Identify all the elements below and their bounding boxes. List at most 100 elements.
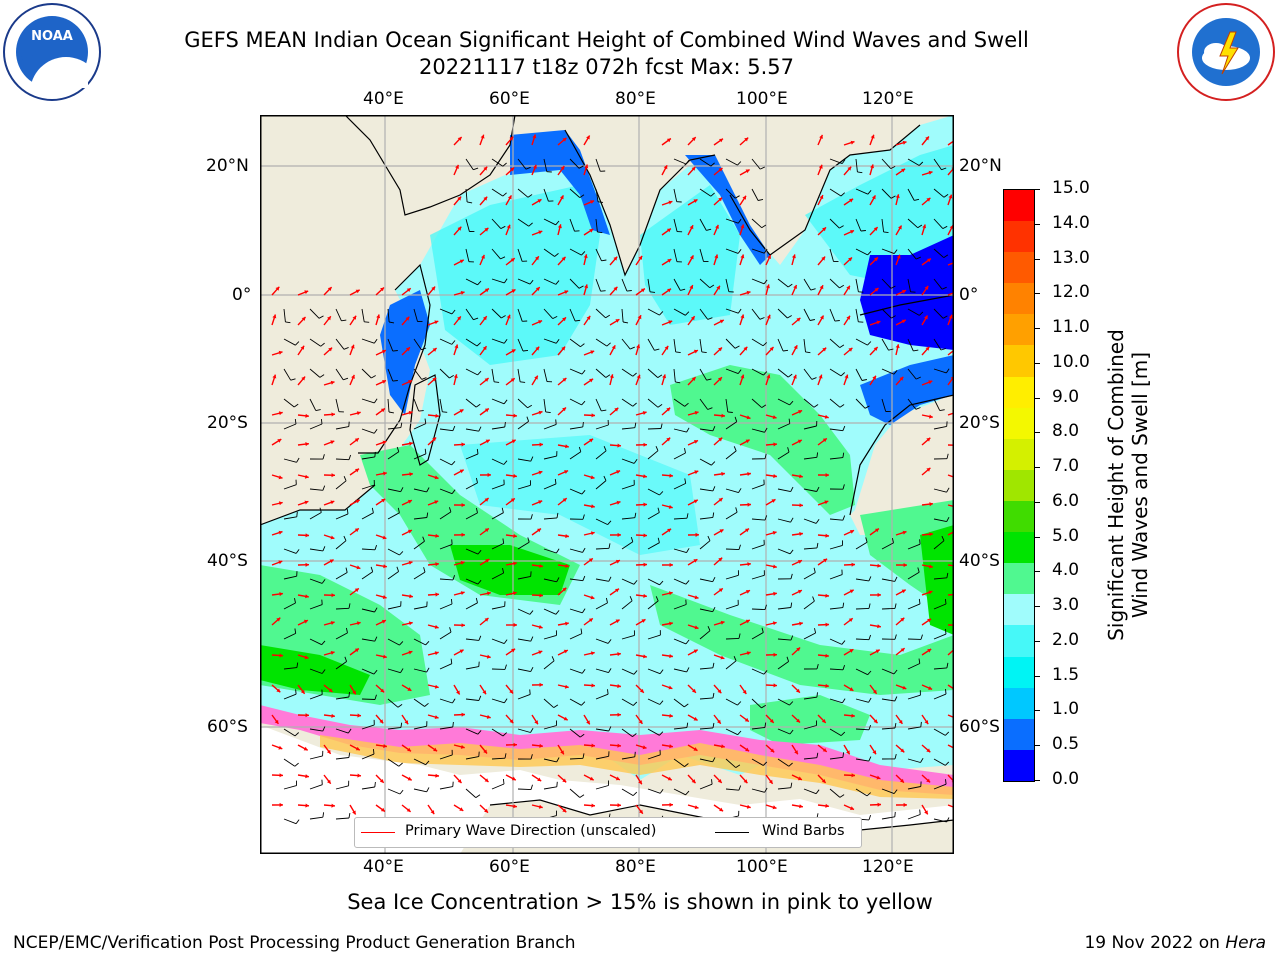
wave-direction-arrowhead (926, 197, 931, 202)
wave-direction-arrowhead (798, 589, 802, 594)
colorbar-segment (1004, 407, 1034, 439)
wave-direction-arrowhead (459, 409, 464, 413)
wave-direction-arrowhead (405, 316, 410, 321)
wind-barb (829, 518, 843, 521)
wave-direction-arrowhead (616, 500, 621, 505)
wind-barb (595, 728, 609, 732)
wind-barb (933, 693, 947, 700)
colorbar-tick-mark (1034, 432, 1040, 434)
wind-barb-flag (915, 407, 921, 410)
wind-barb-flag (478, 635, 482, 641)
wind-barb-flag (890, 165, 896, 170)
wind-barb (517, 728, 531, 733)
wind-barb-flag (607, 520, 612, 525)
wave-direction-arrowhead (432, 437, 437, 442)
wind-barb (933, 518, 947, 523)
wave-direction-arrow (947, 774, 954, 783)
wave-direction-arrowhead (773, 442, 777, 447)
wave-direction-arrowhead (355, 499, 360, 504)
wind-barb (881, 368, 895, 375)
wind-barb-flag (894, 576, 898, 582)
colorbar-segment (1004, 252, 1034, 284)
wind-barb (309, 338, 321, 347)
wave-direction-arrowhead (560, 166, 565, 170)
wind-barb-flag (918, 311, 924, 316)
wave-direction-arrowhead (844, 374, 849, 379)
wind-barb (829, 338, 840, 348)
wind-barb (361, 571, 373, 580)
wave-direction-arrowhead (895, 344, 900, 349)
wind-barb-flag (632, 733, 637, 737)
colorbar-tick-label: 9.0 (1052, 386, 1080, 407)
wind-barb (465, 188, 468, 202)
wind-barb-flag (919, 809, 921, 815)
colorbar-tick-label: 0.5 (1052, 734, 1080, 755)
wave-direction-arrowhead (590, 651, 595, 656)
wind-barb (725, 338, 736, 349)
wind-barb (725, 728, 738, 736)
wind-barb (647, 600, 659, 610)
wave-direction-arrowhead (380, 807, 385, 812)
wind-barb (543, 548, 557, 554)
wave-direction-arrowhead (513, 804, 517, 809)
wave-direction-arrowhead (929, 532, 933, 537)
wave-direction-arrowhead (409, 441, 413, 446)
wind-barb (439, 543, 453, 550)
wind-barb (647, 278, 651, 292)
wave-direction-arrowhead (770, 748, 775, 753)
wave-direction-arrowhead (848, 257, 852, 262)
wind-barb-flag (786, 656, 790, 662)
wave-direction-arrowhead (850, 140, 855, 145)
wind-barb-flag (530, 636, 534, 642)
wind-barb (335, 398, 340, 412)
wind-barb-flag (494, 381, 500, 383)
wind-barb-flag (321, 669, 326, 674)
colorbar-segment (1004, 656, 1034, 688)
wave-direction-arrowhead (406, 347, 410, 352)
wind-barb (361, 512, 374, 520)
wind-barb (361, 368, 372, 379)
wind-barb (569, 757, 584, 760)
wind-barb-flag (945, 689, 947, 695)
wind-barb (933, 577, 947, 580)
wind-barb (933, 368, 947, 374)
wind-barb-flag (737, 701, 742, 706)
wind-barb-flag (421, 347, 427, 351)
wind-barb (465, 428, 479, 432)
wind-barb-flag (598, 201, 604, 203)
wind-barb (413, 638, 426, 646)
wind-barb-flag (842, 484, 845, 490)
wave-direction-arrowhead (768, 779, 773, 784)
wave-direction-arrowhead (927, 649, 932, 653)
wind-barb (569, 608, 583, 614)
wave-direction-arrowhead (356, 565, 361, 570)
wind-barb-flag (371, 507, 374, 513)
wave-direction-arrowhead (638, 720, 643, 724)
wave-direction-arrowhead (851, 713, 855, 718)
wind-barb-flag (920, 634, 923, 640)
wave-direction-arrowhead (666, 228, 671, 233)
wind-barb (569, 338, 581, 348)
wind-barb-flag (605, 374, 611, 378)
wind-barb (517, 218, 530, 227)
wind-barb-flag (477, 549, 482, 555)
wind-barb-flag (554, 253, 559, 257)
colorbar-tick-mark (1034, 467, 1040, 469)
wind-barb-flag (789, 549, 794, 555)
wind-barb (699, 278, 711, 289)
wind-barb (621, 788, 634, 796)
wave-direction-arrowhead (562, 498, 567, 502)
wave-direction-arrowhead (584, 284, 589, 289)
wave-direction-arrowhead (799, 503, 803, 508)
wave-direction-arrowhead (305, 713, 309, 718)
wind-barb-flag (816, 663, 819, 670)
wind-barb (907, 543, 921, 550)
wind-barb (283, 728, 296, 737)
wind-barb (803, 398, 815, 408)
wave-direction-arrowhead (902, 289, 906, 294)
wind-barb-flag (425, 760, 430, 765)
wind-barb-flag (475, 507, 478, 513)
wind-barb (361, 668, 375, 675)
wind-barb (855, 218, 862, 232)
wave-direction-arrowhead (457, 316, 461, 321)
